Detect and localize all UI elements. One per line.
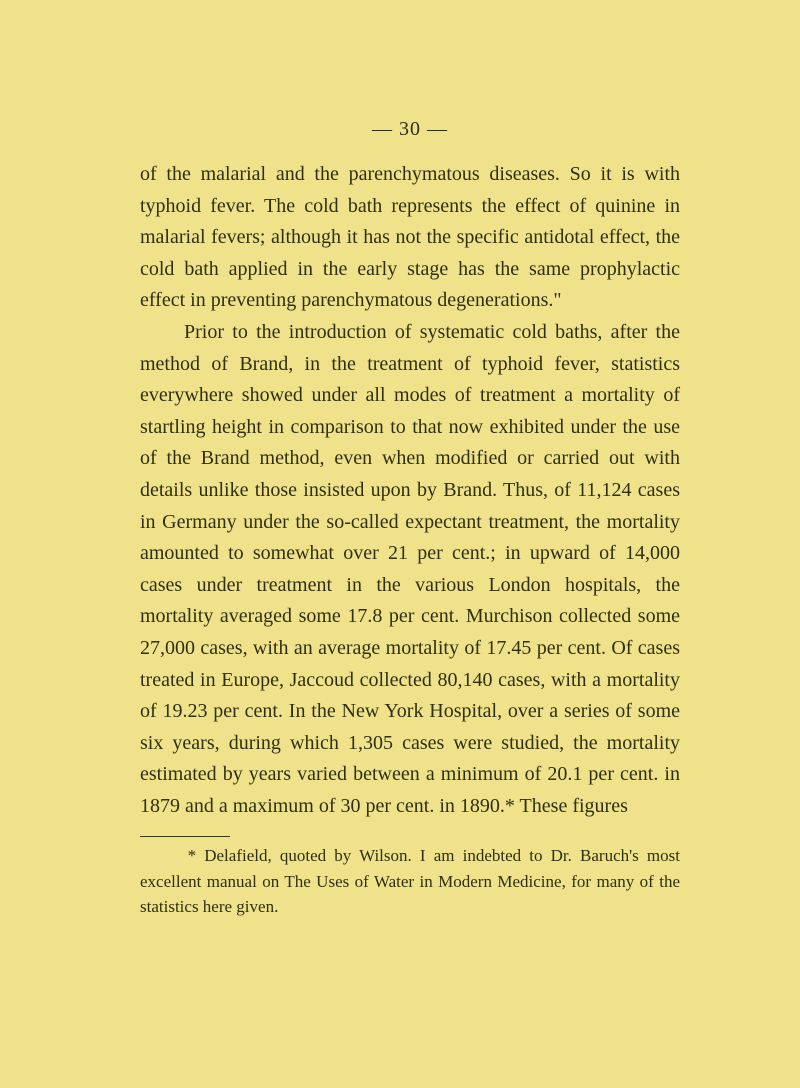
paragraph-1: of the malarial and the parenchymatous d… bbox=[140, 159, 680, 317]
page-number: — 30 — bbox=[140, 118, 680, 141]
paragraph-2: Prior to the introduction of systematic … bbox=[140, 317, 680, 823]
footnote: * Delafield, quoted by Wilson. I am inde… bbox=[140, 843, 680, 920]
body-text: of the malarial and the parenchymatous d… bbox=[140, 159, 680, 822]
page: — 30 — of the malarial and the parenchym… bbox=[0, 0, 800, 1088]
footnote-rule bbox=[140, 836, 230, 837]
